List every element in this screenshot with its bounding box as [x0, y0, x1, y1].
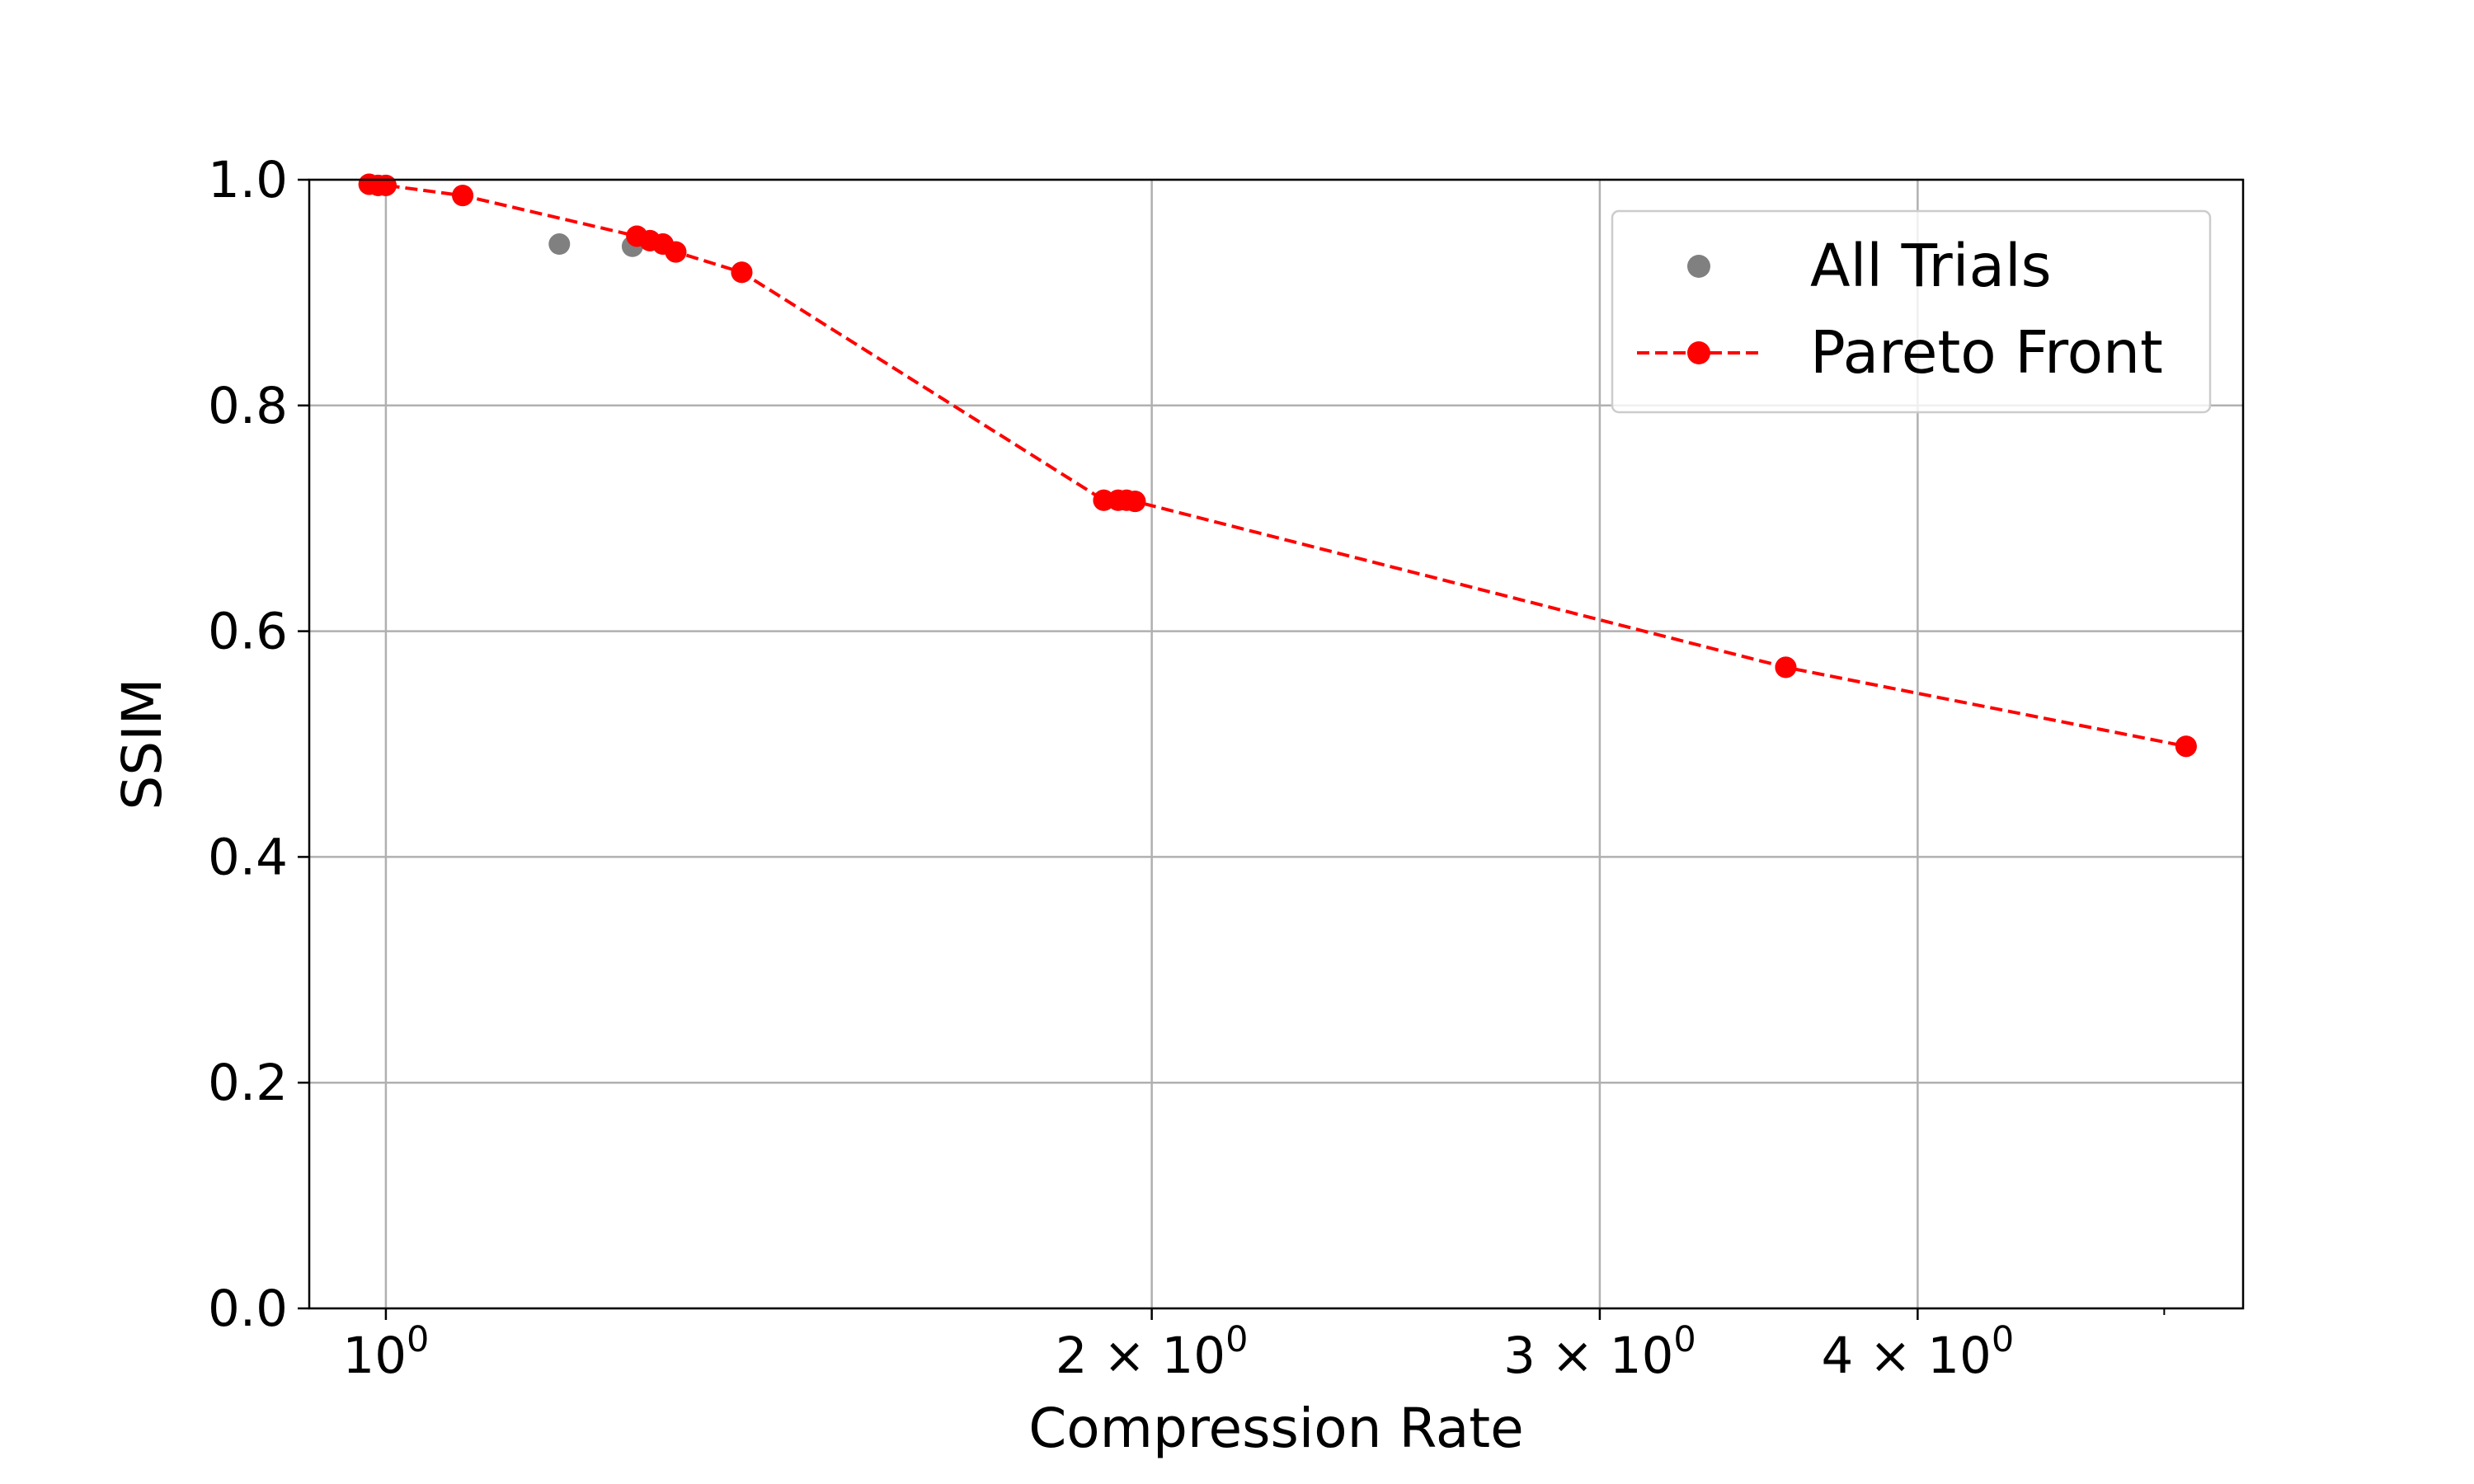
plot-area-frame [308, 178, 2245, 1310]
legend-marker-all-trials [1687, 255, 1710, 278]
y-tick-label: 0.6 [208, 603, 288, 661]
pareto-front-point [2175, 735, 2197, 758]
legend-marker-pareto-front [1687, 341, 1710, 364]
x-tick-label: 2 × 100 [1056, 1319, 1249, 1385]
tick-labels: 0.0 0.2 0.4 0.6 0.8 1.0 100 2 × 100 3 × 100 4 × 1… [208, 151, 2014, 1385]
x-tick-label: 3 × 100 [1503, 1319, 1696, 1385]
y-tick-label: 0.8 [208, 377, 288, 435]
pareto-front-point [665, 241, 687, 263]
legend-label-all-trials: All Trials [1810, 232, 2052, 300]
legend-label-pareto-front: Pareto Front [1810, 318, 2163, 387]
pareto-front-point [452, 185, 474, 207]
x-axis-label: Compression Rate [1028, 1397, 1524, 1460]
y-tick-label: 0.4 [208, 828, 288, 886]
legend: All Trials Pareto Front [1611, 209, 2212, 414]
y-tick-label: 0.2 [208, 1054, 288, 1112]
pareto-front-point [731, 261, 753, 284]
x-tick-label: 100 [342, 1319, 429, 1385]
pareto-front-point [1775, 656, 1797, 679]
x-tick-label: 4 × 100 [1822, 1319, 2015, 1385]
y-tick-label: 0.0 [208, 1280, 288, 1338]
y-axis-label: SSIM [111, 678, 174, 810]
pareto-front-point [1124, 491, 1146, 513]
series-layer [358, 173, 2197, 758]
all-trials-point [548, 233, 571, 256]
legend-box [1611, 209, 2212, 414]
y-tick-label: 1.0 [208, 151, 288, 209]
pareto-front-point [374, 174, 397, 196]
